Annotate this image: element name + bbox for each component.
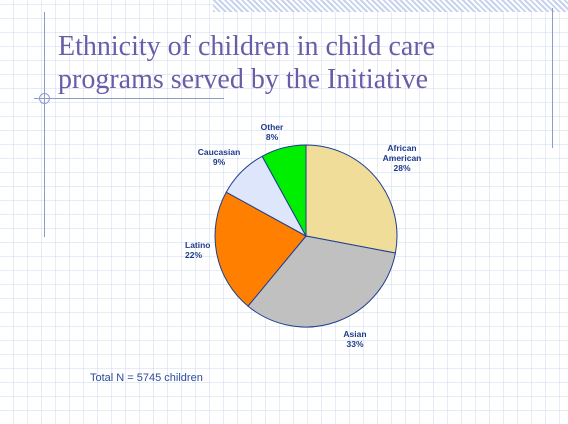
title-line-1: Ethnicity of children in child care — [58, 31, 436, 62]
pie-slice-latino — [214, 191, 307, 307]
pie-label-caucasian: Caucasian 9% — [198, 147, 241, 167]
pie-label-asian: Asian 33% — [343, 329, 366, 349]
page-title: Ethnicity of children in child care prog… — [58, 30, 518, 96]
pie-label-latino: Latino 22% — [185, 240, 211, 260]
decorative-horizontal-line — [34, 98, 224, 99]
decorative-vertical-line — [44, 12, 45, 237]
title-line-2: programs served by the Initiative — [58, 64, 429, 95]
pie-slice-african-american — [305, 144, 398, 254]
decorative-ring — [39, 93, 50, 104]
pie-label-other: Other 8% — [261, 122, 284, 142]
pie-label-african-american: African American 28% — [383, 143, 422, 173]
decorative-pattern-band — [213, 0, 568, 12]
decorative-right-line — [552, 8, 553, 148]
pie-slice-other — [261, 144, 307, 237]
total-count-note: Total N = 5745 children — [90, 372, 203, 384]
pie-slice-asian — [247, 235, 396, 328]
